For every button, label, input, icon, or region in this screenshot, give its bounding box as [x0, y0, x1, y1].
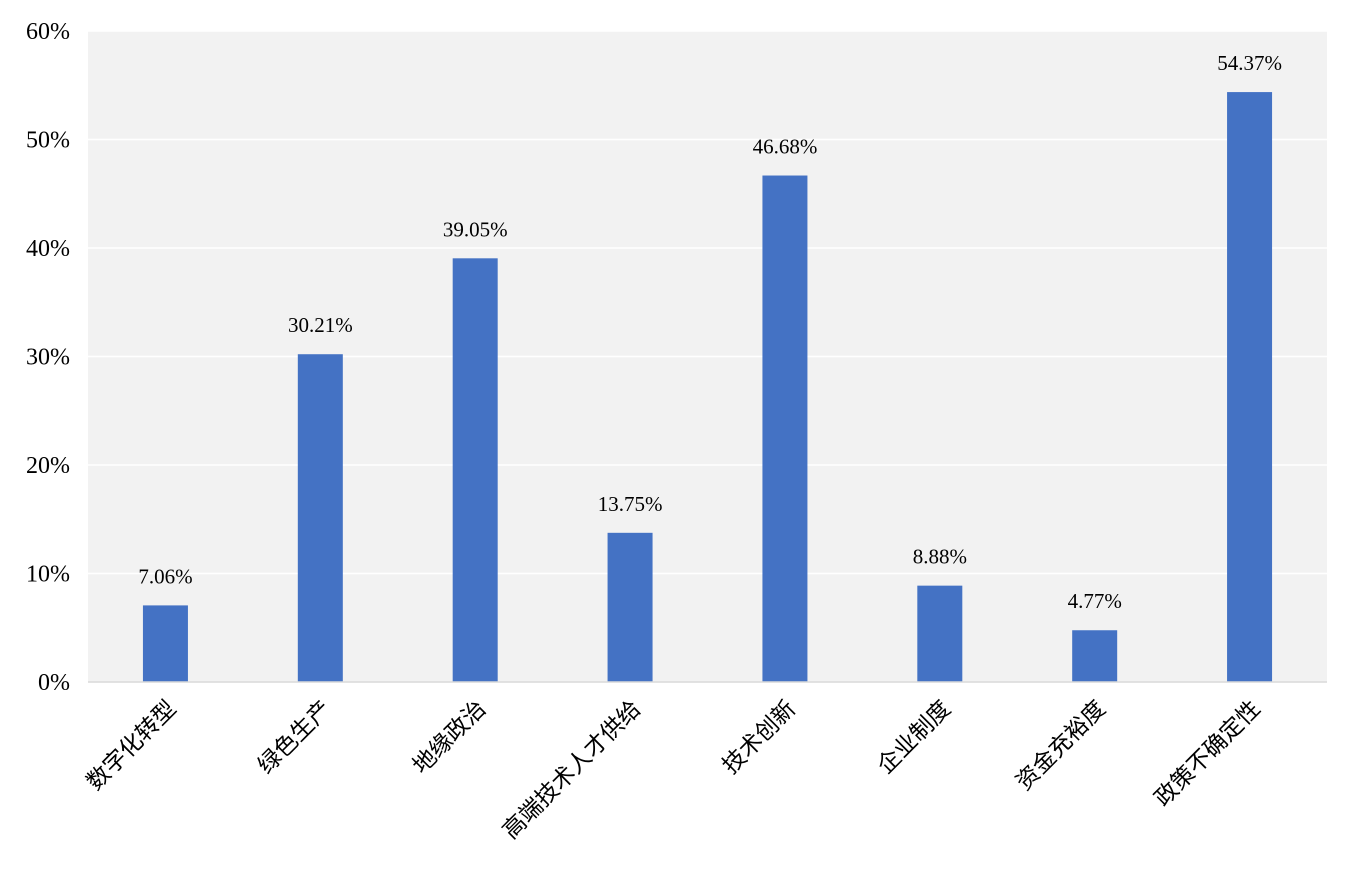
data-label: 54.37%: [1217, 51, 1282, 75]
y-tick-label: 50%: [26, 128, 70, 154]
data-label: 30.21%: [288, 313, 353, 337]
bar: [917, 585, 963, 682]
bar: [142, 605, 188, 682]
data-label: 13.75%: [598, 492, 663, 516]
y-tick-label: 60%: [26, 19, 70, 45]
x-tick-label: 地缘政治: [408, 696, 491, 779]
data-label: 7.06%: [138, 564, 192, 588]
gridlines: [88, 30, 1327, 575]
bar: [297, 354, 343, 682]
bar: [1072, 630, 1118, 682]
y-tick-label: 10%: [26, 562, 70, 588]
data-label: 46.68%: [753, 135, 818, 159]
y-tick-label: 40%: [26, 236, 70, 262]
bar: [607, 532, 653, 682]
bar: [762, 175, 808, 682]
x-tick-label: 技术创新: [718, 696, 801, 779]
y-tick-label: 0%: [38, 670, 70, 696]
x-tick-label: 高端技术人才供给: [498, 696, 646, 844]
x-axis-category-labels: 数字化转型 绿色生产 地缘政治 高端技术人才供给 技术创新 企业制度 资金充裕度 政策不确定性: [82, 696, 1266, 844]
bar: [1227, 92, 1273, 682]
data-labels: 7.06% 30.21% 39.05% 13.75% 46.68% 8.88% 4.77% 5…: [138, 51, 1282, 613]
data-label: 8.88%: [913, 545, 967, 569]
x-tick-label: 企业制度: [873, 696, 956, 779]
data-label: 39.05%: [443, 217, 508, 241]
data-label: 4.77%: [1068, 589, 1122, 613]
x-tick-label: 政策不确定性: [1150, 696, 1266, 812]
y-axis-tick-labels: 0% 10% 20% 30% 40% 50% 60%: [26, 19, 70, 696]
y-tick-label: 30%: [26, 345, 70, 371]
x-tick-label: 绿色生产: [253, 696, 336, 779]
x-tick-label: 数字化转型: [82, 696, 182, 796]
x-tick-label: 资金充裕度: [1011, 696, 1111, 796]
bar: [452, 258, 498, 682]
y-tick-label: 20%: [26, 453, 70, 479]
bars: [142, 92, 1273, 682]
